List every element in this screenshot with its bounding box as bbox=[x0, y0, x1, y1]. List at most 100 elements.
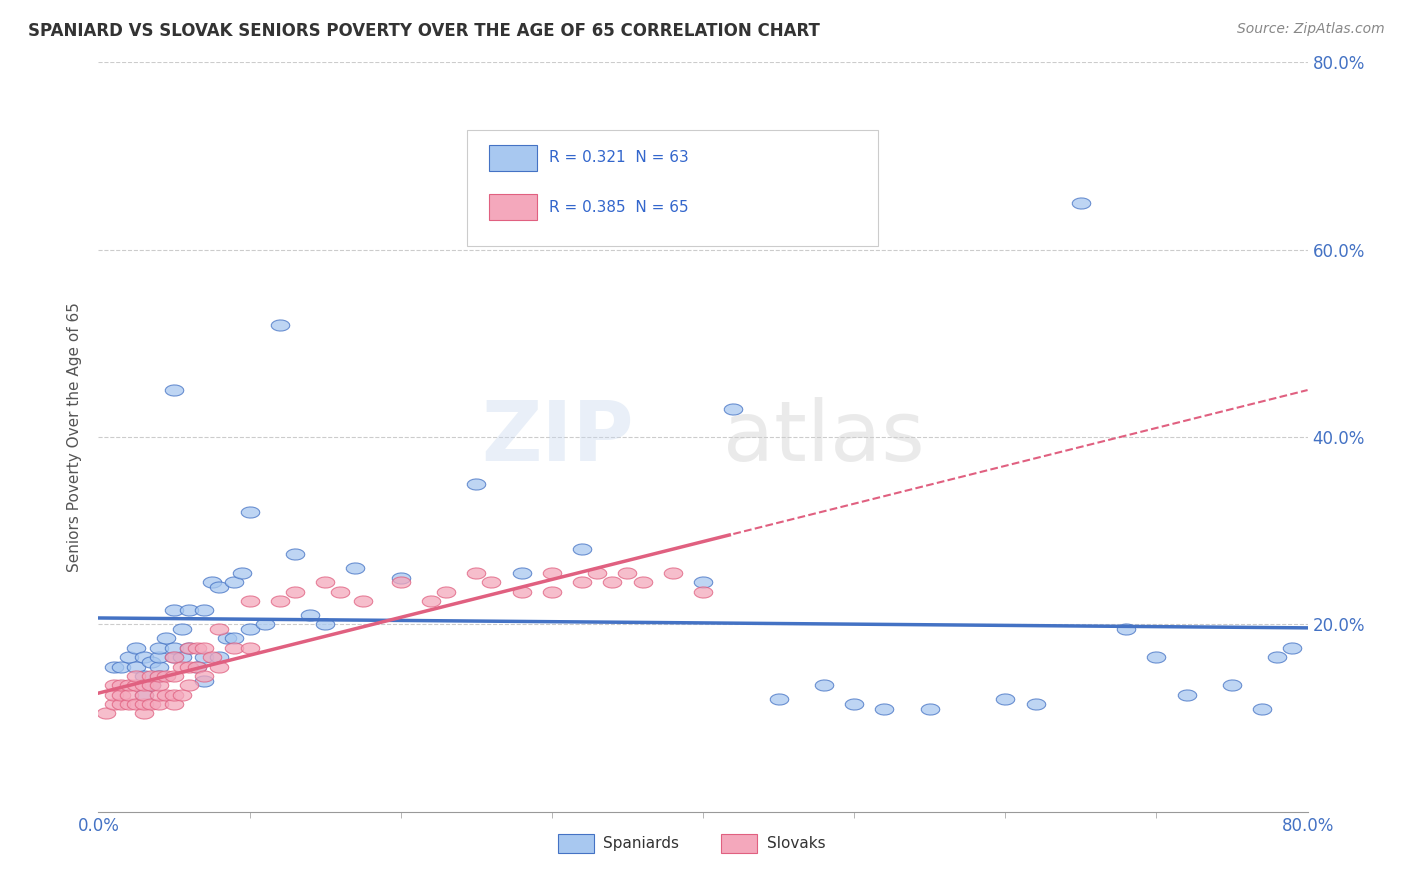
Point bbox=[465, 476, 488, 491]
Point bbox=[661, 566, 683, 580]
Point bbox=[103, 659, 125, 673]
Point bbox=[132, 688, 155, 702]
Text: Spaniards: Spaniards bbox=[603, 836, 679, 851]
Point bbox=[163, 688, 186, 702]
Point bbox=[344, 561, 367, 575]
Point bbox=[208, 580, 231, 594]
Point bbox=[125, 697, 148, 711]
Point bbox=[148, 688, 170, 702]
Point bbox=[179, 603, 201, 617]
Point bbox=[329, 584, 352, 599]
Point bbox=[1070, 195, 1092, 210]
Point bbox=[179, 640, 201, 655]
Point bbox=[253, 617, 276, 632]
Point bbox=[239, 505, 262, 519]
Point bbox=[918, 701, 941, 715]
Point bbox=[692, 575, 714, 590]
Point bbox=[239, 640, 262, 655]
Point bbox=[224, 575, 246, 590]
Point bbox=[723, 401, 745, 416]
Point bbox=[269, 594, 291, 608]
Point bbox=[215, 632, 238, 646]
Point bbox=[844, 697, 866, 711]
Point bbox=[170, 659, 193, 673]
Point bbox=[155, 688, 177, 702]
Point bbox=[110, 688, 132, 702]
Point bbox=[141, 697, 163, 711]
Point bbox=[148, 697, 170, 711]
Y-axis label: Seniors Poverty Over the Age of 65: Seniors Poverty Over the Age of 65 bbox=[67, 302, 83, 572]
Point bbox=[179, 659, 201, 673]
Point bbox=[208, 659, 231, 673]
Point bbox=[186, 659, 208, 673]
Point bbox=[284, 584, 307, 599]
Point bbox=[193, 673, 215, 688]
Point bbox=[163, 650, 186, 665]
Point bbox=[269, 318, 291, 332]
Point bbox=[314, 575, 336, 590]
Point bbox=[103, 678, 125, 692]
Point bbox=[389, 575, 412, 590]
Point bbox=[132, 688, 155, 702]
Point bbox=[1220, 678, 1243, 692]
Point bbox=[163, 640, 186, 655]
Point bbox=[125, 640, 148, 655]
FancyBboxPatch shape bbox=[467, 130, 879, 246]
Point bbox=[170, 688, 193, 702]
Point bbox=[179, 678, 201, 692]
Point bbox=[118, 678, 141, 692]
Point bbox=[148, 650, 170, 665]
Point bbox=[994, 692, 1017, 706]
Point bbox=[110, 678, 132, 692]
Point bbox=[481, 575, 503, 590]
Point bbox=[510, 584, 533, 599]
Point bbox=[768, 692, 790, 706]
Point bbox=[352, 594, 374, 608]
Point bbox=[586, 566, 609, 580]
Text: Source: ZipAtlas.com: Source: ZipAtlas.com bbox=[1237, 22, 1385, 37]
Point bbox=[692, 584, 714, 599]
Point bbox=[813, 678, 835, 692]
Text: SPANIARD VS SLOVAK SENIORS POVERTY OVER THE AGE OF 65 CORRELATION CHART: SPANIARD VS SLOVAK SENIORS POVERTY OVER … bbox=[28, 22, 820, 40]
Point bbox=[465, 566, 488, 580]
Text: Slovaks: Slovaks bbox=[768, 836, 825, 851]
Point bbox=[284, 547, 307, 561]
Point bbox=[110, 659, 132, 673]
Point bbox=[141, 678, 163, 692]
Point bbox=[231, 566, 253, 580]
Point bbox=[179, 640, 201, 655]
Point bbox=[1175, 688, 1198, 702]
Point bbox=[118, 688, 141, 702]
Point bbox=[540, 566, 562, 580]
Point bbox=[118, 650, 141, 665]
Point bbox=[103, 697, 125, 711]
Point bbox=[420, 594, 443, 608]
Point bbox=[193, 650, 215, 665]
Point bbox=[163, 603, 186, 617]
Point bbox=[163, 650, 186, 665]
Point bbox=[132, 678, 155, 692]
Point bbox=[389, 571, 412, 585]
Point bbox=[94, 706, 117, 721]
Text: R = 0.385  N = 65: R = 0.385 N = 65 bbox=[550, 200, 689, 215]
Point bbox=[170, 650, 193, 665]
Point bbox=[148, 669, 170, 683]
Point bbox=[631, 575, 654, 590]
Point bbox=[208, 650, 231, 665]
Point bbox=[193, 669, 215, 683]
Point bbox=[148, 659, 170, 673]
Point bbox=[201, 575, 224, 590]
Point bbox=[141, 669, 163, 683]
Point bbox=[163, 697, 186, 711]
Point bbox=[193, 640, 215, 655]
Point bbox=[602, 575, 624, 590]
Point bbox=[110, 697, 132, 711]
FancyBboxPatch shape bbox=[721, 834, 758, 853]
Point bbox=[132, 650, 155, 665]
Point bbox=[873, 701, 896, 715]
Point bbox=[148, 640, 170, 655]
Point bbox=[239, 594, 262, 608]
Point bbox=[208, 622, 231, 636]
Point bbox=[186, 659, 208, 673]
Point bbox=[163, 669, 186, 683]
